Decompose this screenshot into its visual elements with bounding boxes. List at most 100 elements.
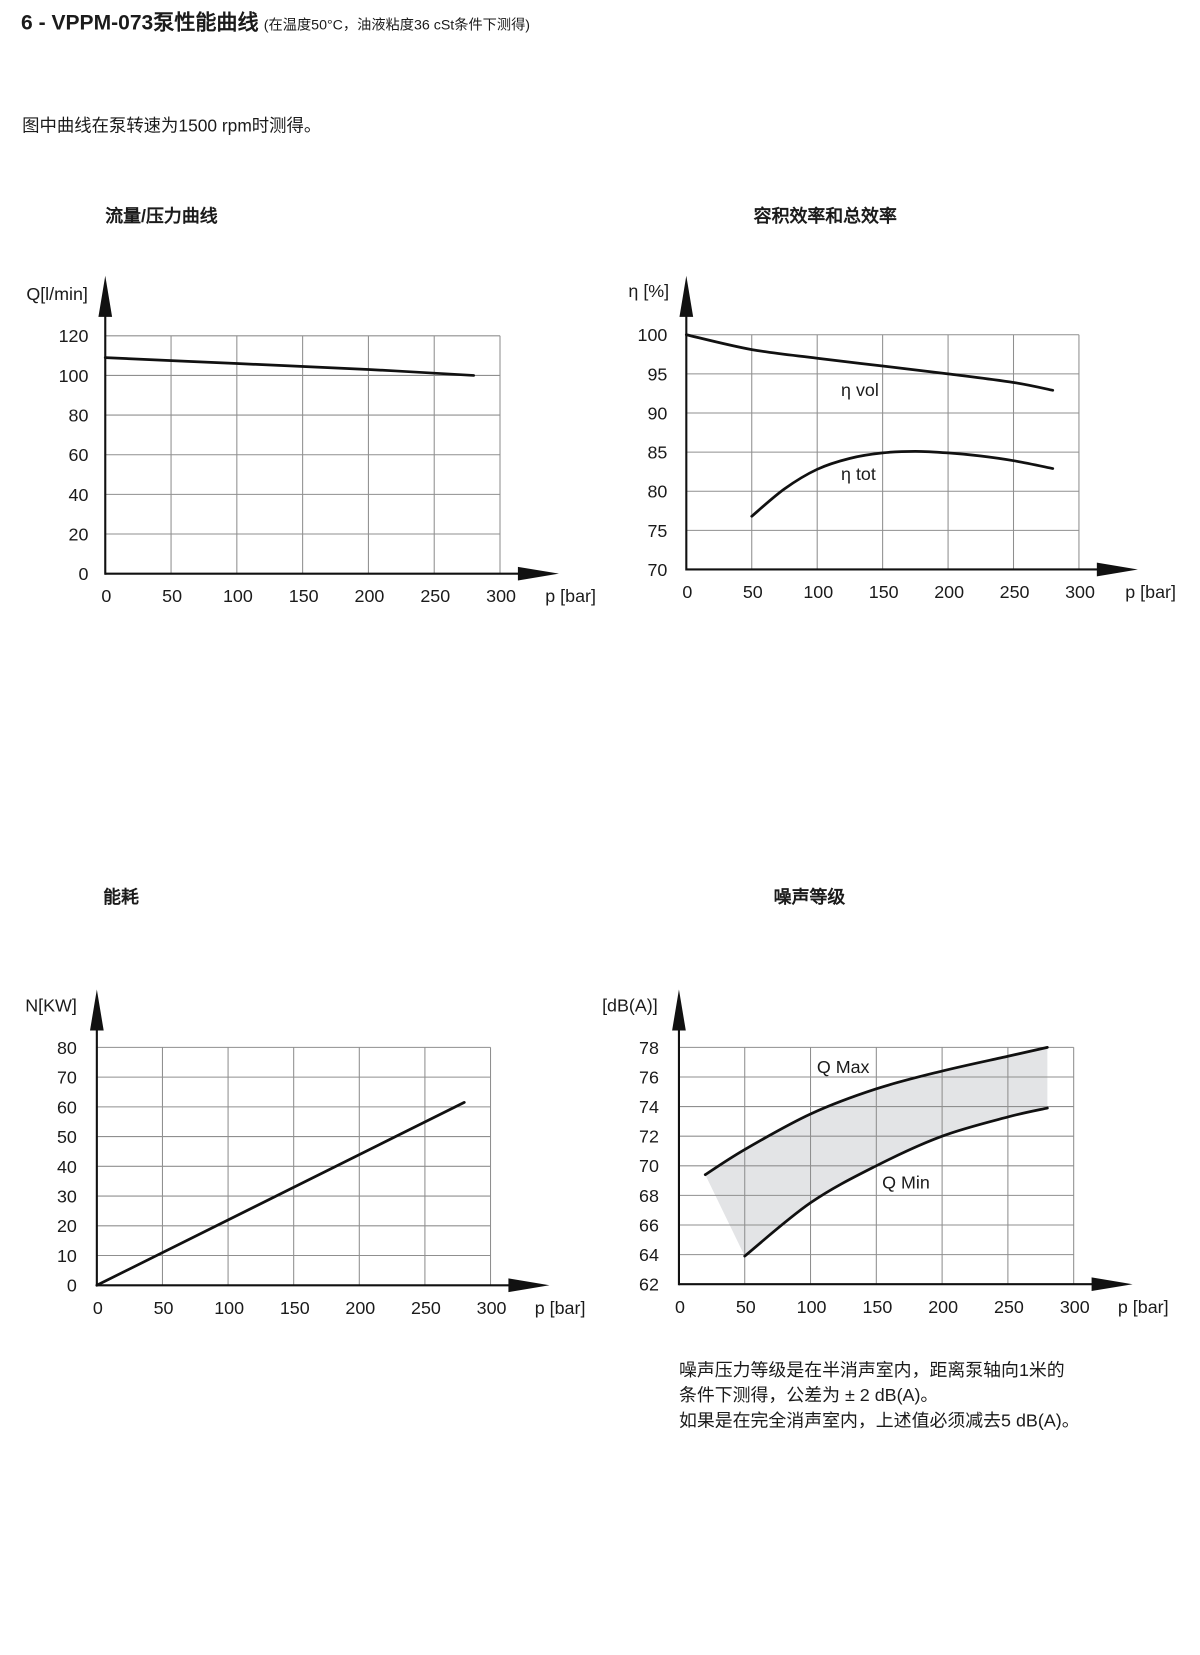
power-consumption-chart: 0 50 100 150 200 250 300 0 10 20 30 40 50 60 70 80 N[KW]… [25, 989, 586, 1318]
x-tick-label: 200 [928, 1297, 958, 1317]
y-axis-label: Q[l/min] [26, 284, 88, 304]
y-tick-label: 60 [69, 445, 89, 465]
y-axis-label: η [%] [628, 281, 669, 301]
note-line: 噪声压力等级是在半消声室内，距离泵轴向1米的 [678, 1360, 1065, 1380]
y-tick-label: 100 [59, 366, 89, 386]
y-tick-label: 60 [57, 1097, 77, 1117]
y-tick-label: 64 [639, 1245, 659, 1265]
x-tick-label: 300 [1060, 1297, 1090, 1317]
y-tick-label: 20 [57, 1216, 77, 1236]
series-line-eta-tot [750, 449, 1055, 518]
y-tick-label: 30 [57, 1186, 77, 1206]
x-tick-label: 100 [797, 1297, 827, 1317]
y-tick-label: 70 [647, 560, 667, 580]
y-tick-label: 20 [69, 524, 89, 544]
x-tick-label: 250 [994, 1297, 1024, 1317]
y-tick-label: 70 [639, 1156, 659, 1176]
series-line-q-max [703, 1046, 1049, 1177]
y-tick-label: 72 [639, 1127, 659, 1147]
noise-measurement-note: 噪声压力等级是在半消声室内，距离泵轴向1米的 条件下测得，公差为 ± 2 dB(… [679, 1358, 1080, 1434]
heading-title: 6 - VPPM-073泵性能曲线 [21, 11, 259, 35]
x-axis-arrow [1091, 1277, 1133, 1292]
x-tick-label: 150 [869, 582, 899, 602]
series-line-q-min [743, 1106, 1049, 1258]
y-tick-label: 74 [639, 1097, 659, 1117]
y-axis-arrow [679, 275, 694, 317]
flow-pressure-chart: 0 50 100 150 200 250 300 0 20 40 60 80 100 120 Q[l/min… [26, 275, 596, 606]
chart-title-flow-pressure: 流量/压力曲线 [105, 206, 218, 227]
section-heading: 6 - VPPM-073泵性能曲线 (在温度50°C，油液粘度36 cSt条件下测… [21, 9, 530, 38]
x-axis-arrow [1096, 562, 1138, 577]
x-tick-label: 250 [1000, 582, 1030, 602]
y-tick-label: 70 [57, 1068, 77, 1088]
y-tick-label: 0 [67, 1276, 77, 1296]
series-line-eta-vol [684, 333, 1055, 392]
x-tick-label: 300 [477, 1298, 507, 1318]
x-axis-arrow [517, 566, 559, 581]
x-tick-label: 250 [411, 1298, 441, 1318]
y-tick-label: 68 [639, 1186, 659, 1206]
chart-title-noise: 噪声等级 [773, 887, 846, 908]
x-axis-label: p [bar] [1118, 1297, 1169, 1317]
chart-title-power: 能耗 [103, 887, 139, 908]
y-axis-arrow [90, 989, 104, 1031]
x-axis-label: p [bar] [535, 1298, 586, 1318]
efficiency-chart: 0 50 100 150 200 250 300 70 75 80 85 90 95 100 η [%] p … [628, 275, 1176, 602]
y-axis-arrow [98, 275, 113, 317]
y-tick-label: 80 [647, 482, 667, 502]
x-tick-label: 250 [420, 586, 450, 606]
note-line: 条件下测得，公差为 ± 2 dB(A)。 [678, 1385, 939, 1406]
x-tick-label: 200 [345, 1298, 375, 1318]
series-label-eta-vol: η vol [841, 380, 879, 400]
intro-text: 图中曲线在泵转速为1500 rpm时测得。 [22, 116, 322, 136]
series-label-q-max: Q Max [817, 1057, 870, 1077]
x-tick-label: 300 [1065, 582, 1095, 602]
y-tick-label: 95 [647, 364, 667, 384]
y-tick-label: 80 [69, 406, 89, 426]
x-tick-label: 200 [934, 582, 964, 602]
x-tick-label: 0 [101, 586, 111, 606]
series-label-q-min: Q Min [882, 1173, 930, 1193]
x-tick-label: 150 [289, 586, 319, 606]
x-tick-label: 100 [214, 1298, 244, 1318]
note-line: 如果是在完全消声室内，上述值必须减去5 dB(A)。 [678, 1410, 1080, 1431]
y-tick-label: 85 [647, 443, 667, 463]
series-line [103, 356, 476, 377]
chart-title-efficiency: 容积效率和总效率 [753, 206, 897, 227]
x-tick-label: 50 [154, 1298, 174, 1318]
series-line [95, 1101, 466, 1287]
x-tick-label: 300 [486, 586, 516, 606]
x-tick-label: 50 [743, 582, 763, 602]
heading-test-conditions: (在温度50°C，油液粘度36 cSt条件下测得) [263, 16, 531, 33]
x-tick-label: 0 [675, 1297, 685, 1317]
x-tick-label: 150 [862, 1297, 892, 1317]
y-tick-label: 75 [647, 521, 667, 541]
series-label-eta-tot: η tot [841, 464, 876, 484]
y-tick-label: 10 [57, 1246, 77, 1266]
y-tick-label: 90 [647, 403, 667, 423]
y-axis-label: [dB(A)] [602, 996, 658, 1016]
x-tick-label: 100 [223, 586, 253, 606]
y-tick-label: 120 [59, 326, 89, 346]
x-tick-label: 100 [803, 582, 833, 602]
y-tick-label: 0 [78, 564, 88, 584]
y-tick-label: 40 [57, 1157, 77, 1177]
y-tick-label: 76 [639, 1067, 659, 1087]
y-tick-label: 78 [639, 1038, 659, 1058]
y-axis-arrow [672, 989, 686, 1031]
y-axis-label: N[KW] [25, 996, 77, 1016]
y-tick-label: 80 [57, 1038, 77, 1058]
y-tick-label: 100 [638, 325, 668, 345]
x-axis-arrow [508, 1278, 550, 1293]
x-tick-label: 0 [682, 582, 692, 602]
y-tick-label: 62 [639, 1275, 659, 1295]
x-tick-label: 50 [162, 586, 182, 606]
x-axis-label: p [bar] [545, 586, 596, 606]
y-tick-label: 50 [57, 1127, 77, 1147]
y-tick-label: 66 [639, 1215, 659, 1235]
x-tick-label: 150 [280, 1298, 310, 1318]
x-tick-label: 0 [93, 1298, 103, 1318]
y-tick-label: 40 [69, 485, 89, 505]
